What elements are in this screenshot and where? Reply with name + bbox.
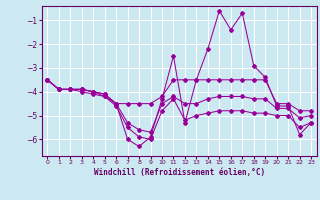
X-axis label: Windchill (Refroidissement éolien,°C): Windchill (Refroidissement éolien,°C) [94, 168, 265, 177]
